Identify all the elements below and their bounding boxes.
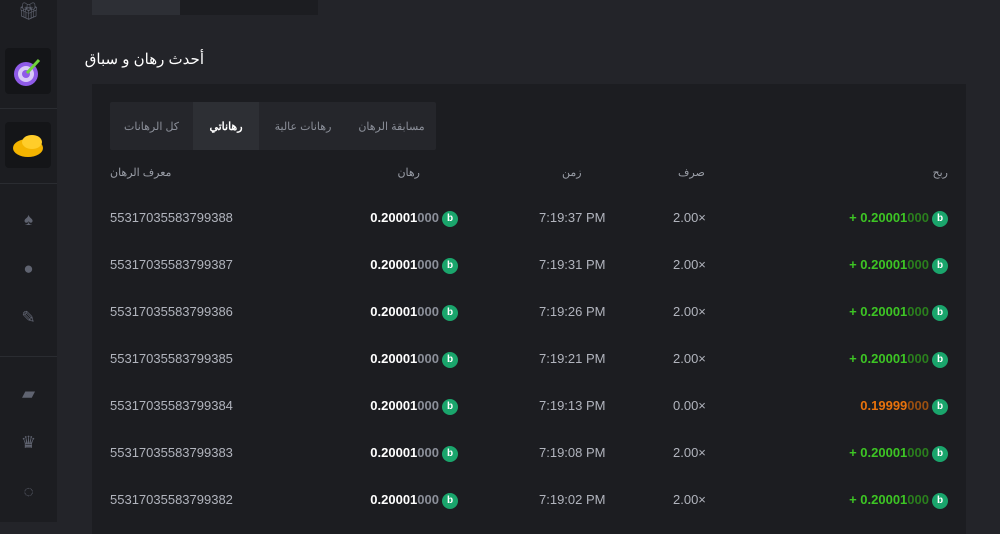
coin-icon: b: [932, 445, 948, 462]
coin-icon: b: [442, 398, 458, 415]
sidebar: 🎁︎ ♠ ● ✎ ▰ ♛ ◌: [0, 0, 57, 522]
tab-high-rollers[interactable]: رهانات عالية: [274, 120, 332, 133]
bet-id[interactable]: 55317035583799384: [110, 398, 233, 413]
bet-amount: 0.20001000 b: [370, 438, 458, 468]
col-payout: صرف: [678, 167, 705, 179]
coin-icon: b: [932, 492, 948, 509]
coin-icon: b: [442, 257, 458, 274]
bet-payout: 2.00×: [673, 257, 706, 272]
top-tabs: [92, 0, 318, 15]
col-win: ربح: [932, 167, 948, 179]
coin-icon: b: [932, 257, 948, 274]
bet-win: + 0.20001000 b: [849, 297, 948, 327]
bet-payout: 2.00×: [673, 492, 706, 507]
coin-icon: b: [932, 398, 948, 415]
bet-payout: 2.00×: [673, 210, 706, 225]
col-time: زمن: [562, 167, 582, 179]
tags-icon[interactable]: ▰: [21, 384, 36, 403]
tab-my-bets[interactable]: رهاناتي: [193, 102, 259, 150]
ticket-icon[interactable]: ✎: [21, 308, 36, 327]
bet-time: 7:19:37 PM: [539, 210, 606, 225]
crown-icon[interactable]: ♛: [20, 433, 37, 452]
bet-time: 7:19:26 PM: [539, 304, 606, 319]
bet-win: + 0.20001000 b: [849, 344, 948, 374]
tab-all-bets[interactable]: كل الرهانات: [123, 120, 180, 133]
cards-icon[interactable]: ♠: [23, 210, 34, 229]
coin-icon: b: [442, 492, 458, 509]
tab-race[interactable]: مسابقة الرهان: [358, 120, 425, 133]
coin-icon: b: [442, 351, 458, 368]
bet-win: 0.19999000 b: [860, 391, 948, 421]
coins-promo-icon[interactable]: [5, 122, 51, 168]
top-tab[interactable]: [92, 0, 180, 15]
col-id: معرف الرهان: [110, 167, 172, 179]
bet-time: 7:19:31 PM: [539, 257, 606, 272]
bet-id[interactable]: 55317035583799388: [110, 210, 233, 225]
bet-amount: 0.20001000 b: [370, 250, 458, 280]
coin-icon: b: [932, 304, 948, 321]
bet-amount: 0.20001000 b: [370, 297, 458, 327]
bet-win: + 0.20001000 b: [849, 485, 948, 515]
bet-id[interactable]: 55317035583799385: [110, 351, 233, 366]
basketball-icon[interactable]: ●: [23, 259, 34, 278]
table-row[interactable]: 55317035583799382 0.20001000 b 7:19:02 PM…: [92, 485, 966, 515]
bet-amount: 0.20001000 b: [370, 344, 458, 374]
coin-icon: b: [932, 351, 948, 368]
bet-payout: 2.00×: [673, 304, 706, 319]
coin-icon: b: [442, 445, 458, 462]
bet-time: 7:19:21 PM: [539, 351, 606, 366]
bet-win: + 0.20001000 b: [849, 438, 948, 468]
gift-icon[interactable]: 🎁︎: [17, 2, 40, 21]
bets-panel: كل الرهانات رهاناتي رهانات عالية مسابقة …: [92, 84, 966, 534]
bet-payout: 2.00×: [673, 351, 706, 366]
bet-tabs: كل الرهانات رهاناتي رهانات عالية مسابقة …: [110, 102, 436, 150]
bet-id[interactable]: 55317035583799383: [110, 445, 233, 460]
bet-time: 7:19:08 PM: [539, 445, 606, 460]
bet-amount: 0.20001000 b: [370, 485, 458, 515]
coin-icon: b: [932, 210, 948, 227]
coin-icon: b: [442, 210, 458, 227]
bet-id[interactable]: 55317035583799387: [110, 257, 233, 272]
spinner-icon[interactable]: ◌: [23, 482, 34, 501]
darts-promo-icon[interactable]: [5, 48, 51, 94]
bet-time: 7:19:13 PM: [539, 398, 606, 413]
bet-payout: 0.00×: [673, 398, 706, 413]
table-row[interactable]: 55317035583799383 0.20001000 b 7:19:08 PM…: [92, 438, 966, 468]
table-row[interactable]: 55317035583799385 0.20001000 b 7:19:21 PM…: [92, 344, 966, 374]
top-tab[interactable]: [180, 0, 318, 15]
bet-id[interactable]: 55317035583799382: [110, 492, 233, 507]
bet-time: 7:19:02 PM: [539, 492, 606, 507]
bet-amount: 0.20001000 b: [370, 391, 458, 421]
col-bet: رهان: [397, 167, 420, 179]
table-row[interactable]: 55317035583799388 0.20001000 b 7:19:37 PM…: [92, 203, 966, 233]
table-row[interactable]: 55317035583799384 0.20001000 b 7:19:13 PM…: [92, 391, 966, 421]
bet-id[interactable]: 55317035583799386: [110, 304, 233, 319]
bet-win: + 0.20001000 b: [849, 250, 948, 280]
table-row[interactable]: 55317035583799387 0.20001000 b 7:19:31 PM…: [92, 250, 966, 280]
bet-payout: 2.00×: [673, 445, 706, 460]
bet-amount: 0.20001000 b: [370, 203, 458, 233]
coin-icon: b: [442, 304, 458, 321]
table-row[interactable]: 55317035583799386 0.20001000 b 7:19:26 PM…: [92, 297, 966, 327]
bet-win: + 0.20001000 b: [849, 203, 948, 233]
section-title: أحدث رهان و سباق: [84, 51, 204, 68]
